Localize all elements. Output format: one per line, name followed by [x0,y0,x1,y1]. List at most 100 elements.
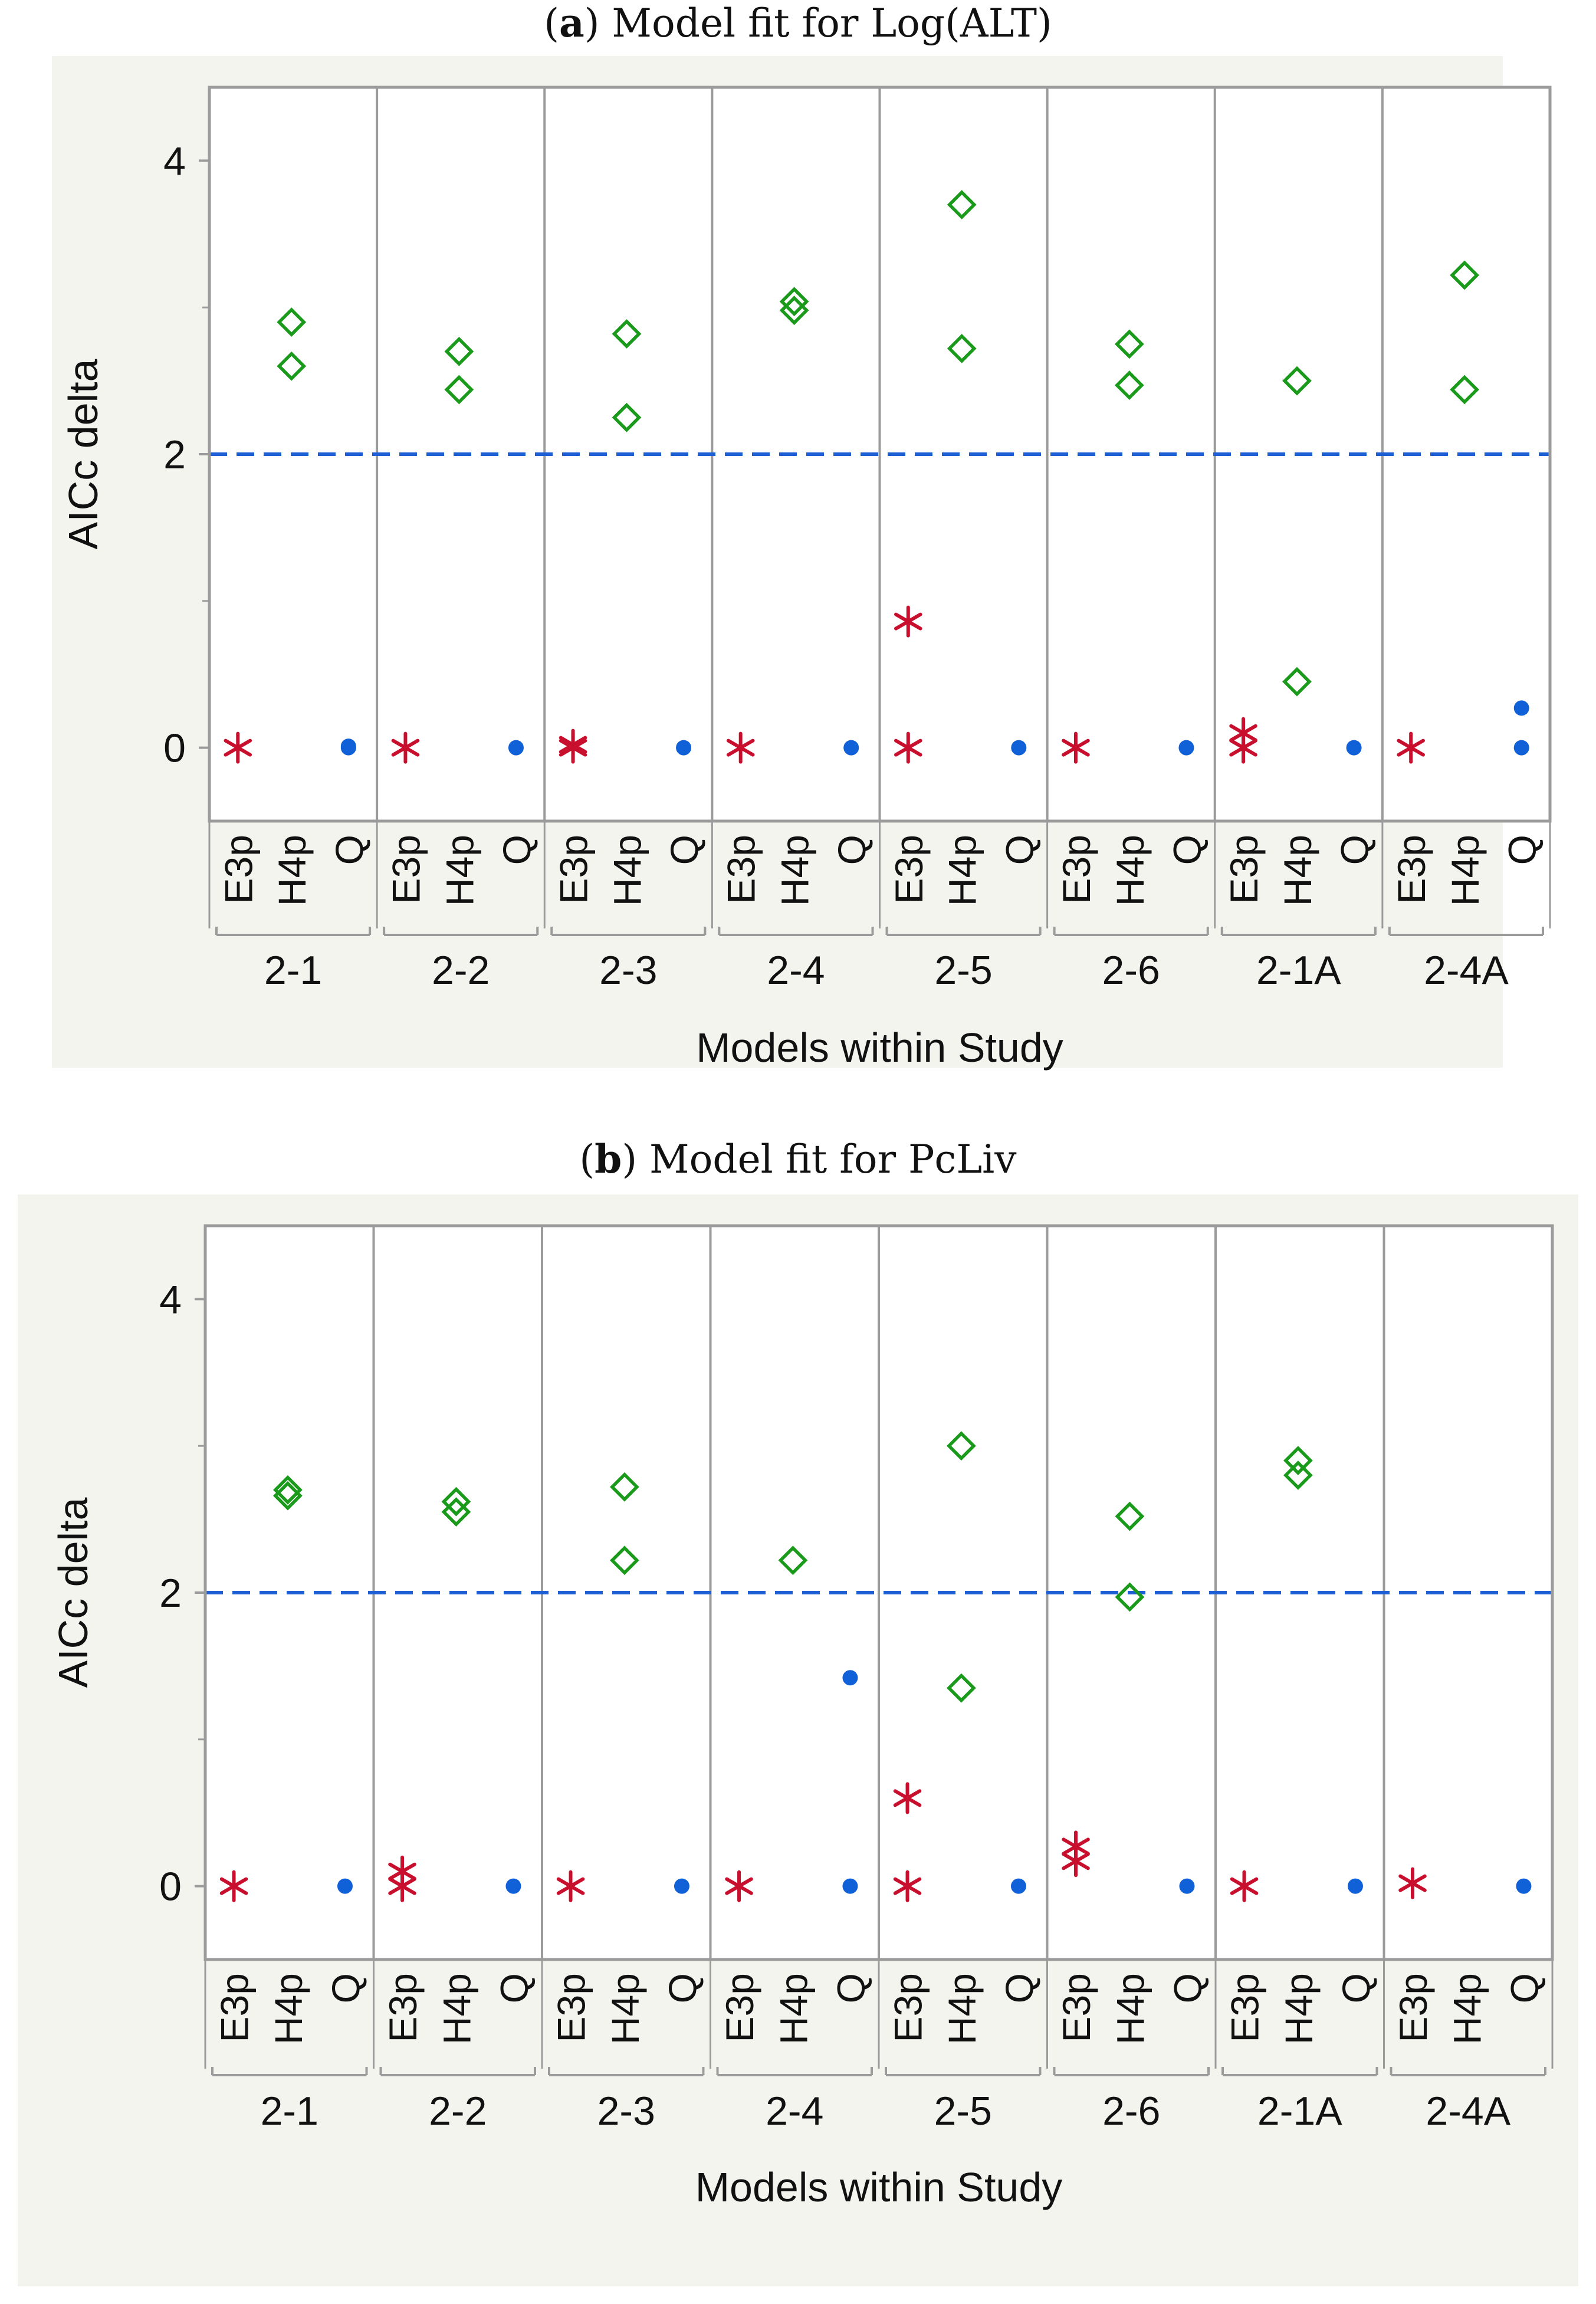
point-H4p-2-5 [947,333,977,363]
model-label-H4p: H4p [1443,835,1487,906]
point-H4p-2-2 [444,375,474,405]
y-tick-label: 4 [159,1277,182,1322]
model-label-H4p: H4p [940,1973,984,2044]
y-axis-label: AICc delta [60,359,106,549]
point-E3p-2-2 [391,731,420,764]
chart-title-letter: b [595,1136,622,1182]
point-E3p-2-5 [893,1782,922,1814]
point-Q-2-1A [1347,1878,1363,1894]
point-H4p-2-1A [1282,366,1312,396]
point-E3p-2-4-stroke [726,739,755,757]
model-label-Q: Q [495,835,538,865]
point-E3p-2-3-stroke [559,736,587,754]
panel-a: (a) Model fit for Log(ALT) 0 2 4 AICc delta E… [52,0,1552,1071]
study-label: 2-1A [1256,948,1341,993]
model-label-Q: Q [829,1973,872,2003]
point-Q-2-1 [340,739,356,754]
point-H4p-2-5 [947,1431,976,1461]
model-label-E3p: E3p [886,1973,930,2042]
point-E3p-2-3 [556,1870,585,1902]
model-label-Q: Q [997,835,1041,865]
point-H4p-2-1A [1283,1446,1313,1475]
point-Q-2-1 [337,1878,353,1894]
point-E3p-2-2-stroke [388,1862,416,1880]
model-label-Q: Q [1334,1973,1378,2003]
point-E3p-2-4A-stroke [1397,739,1425,757]
point-H4p-2-3 [610,1472,639,1502]
point-H4p-2-5 [947,1673,976,1703]
model-label-Q: Q [1502,1973,1546,2003]
point-Q-2-1A [1346,740,1362,756]
point-E3p-2-6-stroke [1062,1837,1090,1856]
point-Q-2-6 [1179,1878,1195,1894]
model-label-E3p: E3p [718,1973,761,2042]
study-label: 2-4 [767,948,825,993]
point-E3p-2-6 [1062,731,1090,764]
point-E3p-2-2-stroke [391,739,420,757]
model-label-E3p: E3p [1055,1973,1098,2042]
model-label-E3p: E3p [213,1973,257,2042]
chart-title: (a) Model fit for Log(ALT) [544,0,1052,46]
study-label: 2-4A [1424,948,1509,993]
model-label-H4p: H4p [603,1973,647,2044]
model-label-H4p: H4p [941,835,984,906]
y-axis-label: AICc delta [50,1497,96,1688]
point-E3p-2-3-stroke [556,1877,585,1895]
x-axis-label: Models within Study [695,2164,1063,2210]
model-label-H4p: H4p [1276,835,1319,906]
point-H4p-2-6 [1114,370,1144,400]
model-label-H4p: H4p [270,835,314,906]
model-label-Q: Q [661,1973,704,2003]
model-label-Q: Q [492,1973,536,2003]
point-E3p-2-1 [224,731,252,764]
point-H4p-2-1 [273,1475,303,1505]
model-label-H4p: H4p [438,835,481,906]
y-tick-label: 2 [163,432,186,477]
point-E3p-2-1A-stroke [1230,1877,1259,1895]
model-label-Q: Q [997,1973,1041,2003]
model-label-E3p: E3p [381,1973,425,2042]
point-E3p-2-4A [1398,1867,1427,1899]
point-E3p-2-4A-stroke [1398,1874,1427,1892]
point-Q-2-4 [843,740,859,756]
point-Q-2-6 [1178,740,1194,756]
study-label: 2-2 [429,2089,487,2134]
point-H4p-2-3 [612,319,642,349]
point-Q-2-5 [1010,1878,1026,1894]
point-Q-2-2 [505,1878,521,1894]
model-label-H4p: H4p [435,1973,478,2044]
study-label: 2-1 [261,2089,318,2134]
point-H4p-2-4 [778,1545,808,1576]
point-E3p-2-5-stroke [893,1789,922,1807]
model-label-E3p: E3p [550,1973,593,2042]
model-label-H4p: H4p [1108,835,1152,906]
model-label-H4p: H4p [1277,1973,1321,2044]
y-tick-label: 2 [159,1571,182,1616]
study-label: 2-6 [1102,948,1160,993]
study-label: 2-3 [597,2089,655,2134]
point-H4p-2-1 [273,1481,303,1511]
point-H4p-2-6 [1115,1582,1145,1612]
model-label-E3p: E3p [887,835,931,904]
model-label-E3p: E3p [1391,1973,1435,2042]
point-Q-2-4A [1513,740,1529,756]
model-label-Q: Q [662,835,706,865]
chart-title: (b) Model fit for PcLiv [579,1136,1017,1182]
model-label-Q: Q [1165,1973,1209,2003]
chart-title-suffix: ) Model fit for PcLiv [622,1137,1017,1182]
study-label: 2-3 [599,948,657,993]
point-H4p-2-1 [277,307,307,337]
point-E3p-2-5 [894,731,922,764]
model-label-H4p: H4p [1108,1973,1152,2044]
point-E3p-2-1A [1229,717,1257,749]
point-E3p-2-5 [894,605,922,638]
point-H4p-2-1A [1283,1460,1313,1490]
model-label-H4p: H4p [1445,1973,1489,2044]
study-label: 2-1 [264,948,322,993]
point-E3p-2-6-stroke [1062,739,1090,757]
point-H4p-2-3 [612,402,642,432]
model-label-H4p: H4p [771,1973,815,2044]
point-E3p-2-2 [388,1855,416,1888]
point-H4p-2-5 [947,190,977,219]
